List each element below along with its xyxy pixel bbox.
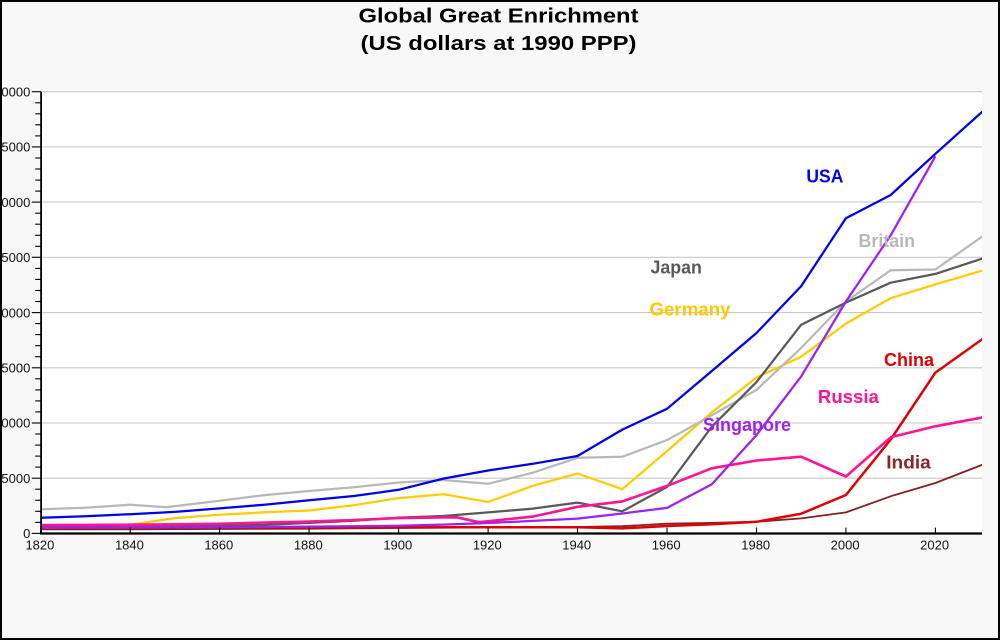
svg-text:2000: 2000 <box>831 538 860 553</box>
svg-text:1880: 1880 <box>294 538 323 553</box>
svg-text:India: India <box>886 452 932 472</box>
svg-text:1840: 1840 <box>115 538 144 553</box>
svg-text:2020: 2020 <box>920 538 949 553</box>
svg-text:Britain: Britain <box>859 231 916 251</box>
svg-text:0: 0 <box>23 526 30 541</box>
svg-text:5000: 5000 <box>1 471 30 486</box>
svg-text:10000: 10000 <box>0 416 30 431</box>
svg-text:China: China <box>884 350 935 370</box>
svg-text:20000: 20000 <box>0 305 30 320</box>
svg-text:40000: 40000 <box>0 84 30 99</box>
svg-text:1940: 1940 <box>562 538 591 553</box>
svg-text:Singapore: Singapore <box>703 415 791 435</box>
svg-text:Japan: Japan <box>650 258 702 278</box>
svg-text:15000: 15000 <box>0 361 30 376</box>
svg-text:Germany: Germany <box>650 300 731 320</box>
svg-text:USA: USA <box>806 166 843 186</box>
svg-text:1920: 1920 <box>473 538 502 553</box>
svg-text:30000: 30000 <box>0 195 30 210</box>
svg-text:1900: 1900 <box>383 538 412 553</box>
svg-text:1960: 1960 <box>652 538 681 553</box>
svg-text:25000: 25000 <box>0 250 30 265</box>
svg-text:Global Great Enrichment: Global Great Enrichment <box>359 6 639 28</box>
svg-text:1980: 1980 <box>741 538 770 553</box>
svg-text:(US dollars at 1990 PPP): (US dollars at 1990 PPP) <box>361 33 637 55</box>
svg-text:1820: 1820 <box>25 538 54 553</box>
svg-text:35000: 35000 <box>0 140 30 155</box>
svg-text:1860: 1860 <box>204 538 233 553</box>
svg-text:Russia: Russia <box>818 387 880 407</box>
